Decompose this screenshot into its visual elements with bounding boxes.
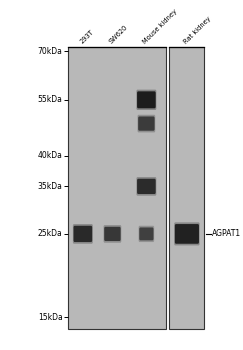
Text: 15kDa: 15kDa [38, 313, 63, 322]
FancyBboxPatch shape [136, 90, 156, 110]
Text: Rat kidney: Rat kidney [183, 15, 212, 44]
Text: AGPAT1: AGPAT1 [212, 229, 241, 238]
FancyBboxPatch shape [138, 115, 155, 132]
FancyBboxPatch shape [139, 226, 154, 242]
FancyBboxPatch shape [139, 228, 154, 240]
FancyBboxPatch shape [104, 227, 121, 241]
FancyBboxPatch shape [174, 222, 200, 245]
Text: Mouse kidney: Mouse kidney [142, 8, 179, 44]
FancyBboxPatch shape [175, 224, 199, 244]
FancyBboxPatch shape [138, 117, 155, 131]
Text: 35kDa: 35kDa [38, 182, 63, 191]
Text: 70kDa: 70kDa [38, 47, 63, 56]
Bar [169, 47, 204, 329]
FancyBboxPatch shape [137, 179, 156, 194]
Bar [68, 47, 166, 329]
FancyBboxPatch shape [74, 226, 92, 242]
FancyBboxPatch shape [137, 91, 156, 108]
Text: 55kDa: 55kDa [38, 95, 63, 104]
FancyBboxPatch shape [104, 225, 121, 243]
FancyBboxPatch shape [73, 224, 93, 244]
Text: 40kDa: 40kDa [38, 151, 63, 160]
Text: 293T: 293T [78, 28, 95, 44]
FancyBboxPatch shape [136, 177, 156, 196]
Text: 25kDa: 25kDa [38, 229, 63, 238]
Text: SW620: SW620 [108, 24, 129, 44]
